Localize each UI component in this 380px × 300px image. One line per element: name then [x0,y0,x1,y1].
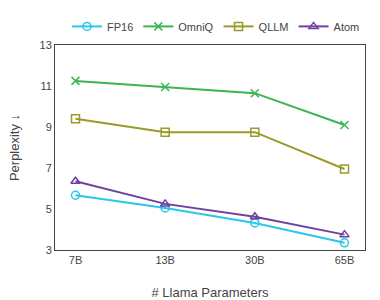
svg-text:FP16: FP16 [107,21,133,33]
svg-text:9: 9 [46,121,52,133]
svg-text:3: 3 [46,244,52,256]
svg-text:30B: 30B [245,254,265,266]
svg-text:5: 5 [46,203,52,215]
svg-text:QLLM: QLLM [259,21,289,33]
svg-text:OmniQ: OmniQ [178,21,213,33]
svg-text:7: 7 [46,162,52,174]
svg-text:13B: 13B [155,254,175,266]
svg-text:Perplexity ↓: Perplexity ↓ [7,114,22,181]
svg-text:13: 13 [40,39,52,51]
svg-text:# Llama Parameters: # Llama Parameters [151,285,269,300]
svg-text:11: 11 [40,80,51,92]
svg-text:Atom: Atom [334,21,360,33]
svg-text:7B: 7B [69,254,82,266]
svg-text:65B: 65B [335,254,355,266]
